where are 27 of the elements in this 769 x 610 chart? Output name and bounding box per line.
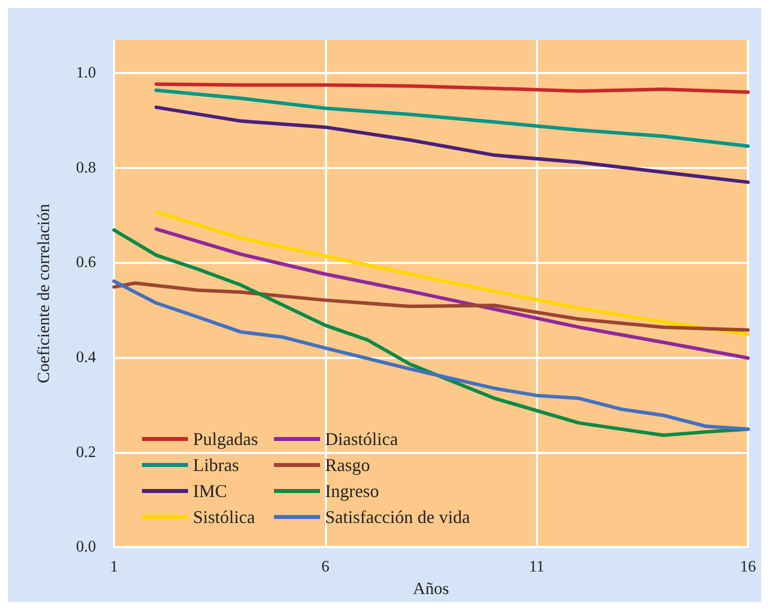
- line-series: [112, 281, 750, 332]
- y-tick-label: 0.0: [76, 538, 96, 556]
- y-axis-title: Coeficiente de correlación: [34, 203, 53, 384]
- x-axis-title: Años: [413, 579, 449, 598]
- x-tick-label: 1: [110, 558, 118, 576]
- y-tick-label: 0.6: [76, 254, 96, 272]
- line-series: [154, 88, 750, 148]
- legend-label: Rasgo: [325, 455, 370, 475]
- x-tick-label: 6: [321, 558, 330, 576]
- y-tick-label: 1.0: [76, 64, 96, 82]
- legend-label: Ingreso: [325, 481, 379, 501]
- legend-label: Pulgadas: [193, 429, 258, 449]
- line-series: [154, 210, 750, 336]
- line-series: [154, 106, 750, 184]
- line-series: [154, 82, 750, 94]
- x-tick-label: 16: [740, 558, 756, 576]
- legend-label: Satisfacción de vida: [325, 507, 470, 527]
- y-tick-label: 0.4: [76, 349, 96, 366]
- legend-label: Diastólica: [325, 429, 398, 449]
- x-tick-label: 11: [528, 558, 544, 576]
- legend-label: Sistólica: [193, 507, 256, 527]
- legend-label: IMC: [193, 481, 228, 501]
- legend-label: Libras: [193, 455, 239, 475]
- y-tick-label: 0.8: [76, 159, 96, 176]
- line-series: [154, 227, 750, 360]
- y-tick-label: 0.2: [76, 444, 96, 461]
- line-series: [112, 279, 750, 431]
